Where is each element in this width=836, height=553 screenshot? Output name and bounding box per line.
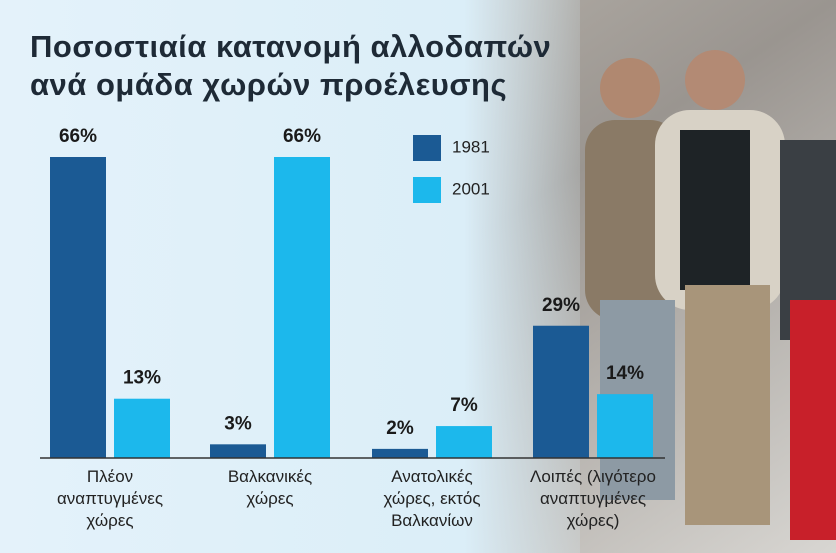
value-label: 3% [224,413,252,434]
bar [50,157,106,458]
bar [436,426,492,458]
bar [372,448,428,458]
value-label: 14% [606,363,644,384]
value-label: 66% [59,126,97,147]
bar [533,325,589,458]
value-label: 7% [450,395,478,416]
bar [597,394,653,458]
x-tick-label: Ανατολικές χώρες, εκτός Βαλκανίων [383,467,481,530]
value-label: 13% [123,368,161,389]
value-label: 2% [386,418,414,439]
x-tick-label: Βαλκανικές χώρες [227,467,313,508]
x-tick-label: Πλέον αναπτυγμένες χώρες [56,467,164,530]
chart-title: Ποσοστιαία κατανομή αλλοδαπών ανά ομάδα … [30,29,552,102]
legend-swatch [413,177,441,203]
legend-label: 1981 [452,137,490,156]
legend-swatch [413,135,441,161]
x-tick-label: Λοιπές (λιγότερο αναπτυγμένες χώρες) [530,467,656,530]
photo-people [585,50,836,540]
value-label: 66% [283,126,321,147]
bar [114,398,170,458]
value-label: 29% [542,295,580,316]
bar [274,157,330,458]
bar [210,444,266,458]
legend-label: 2001 [452,179,490,198]
